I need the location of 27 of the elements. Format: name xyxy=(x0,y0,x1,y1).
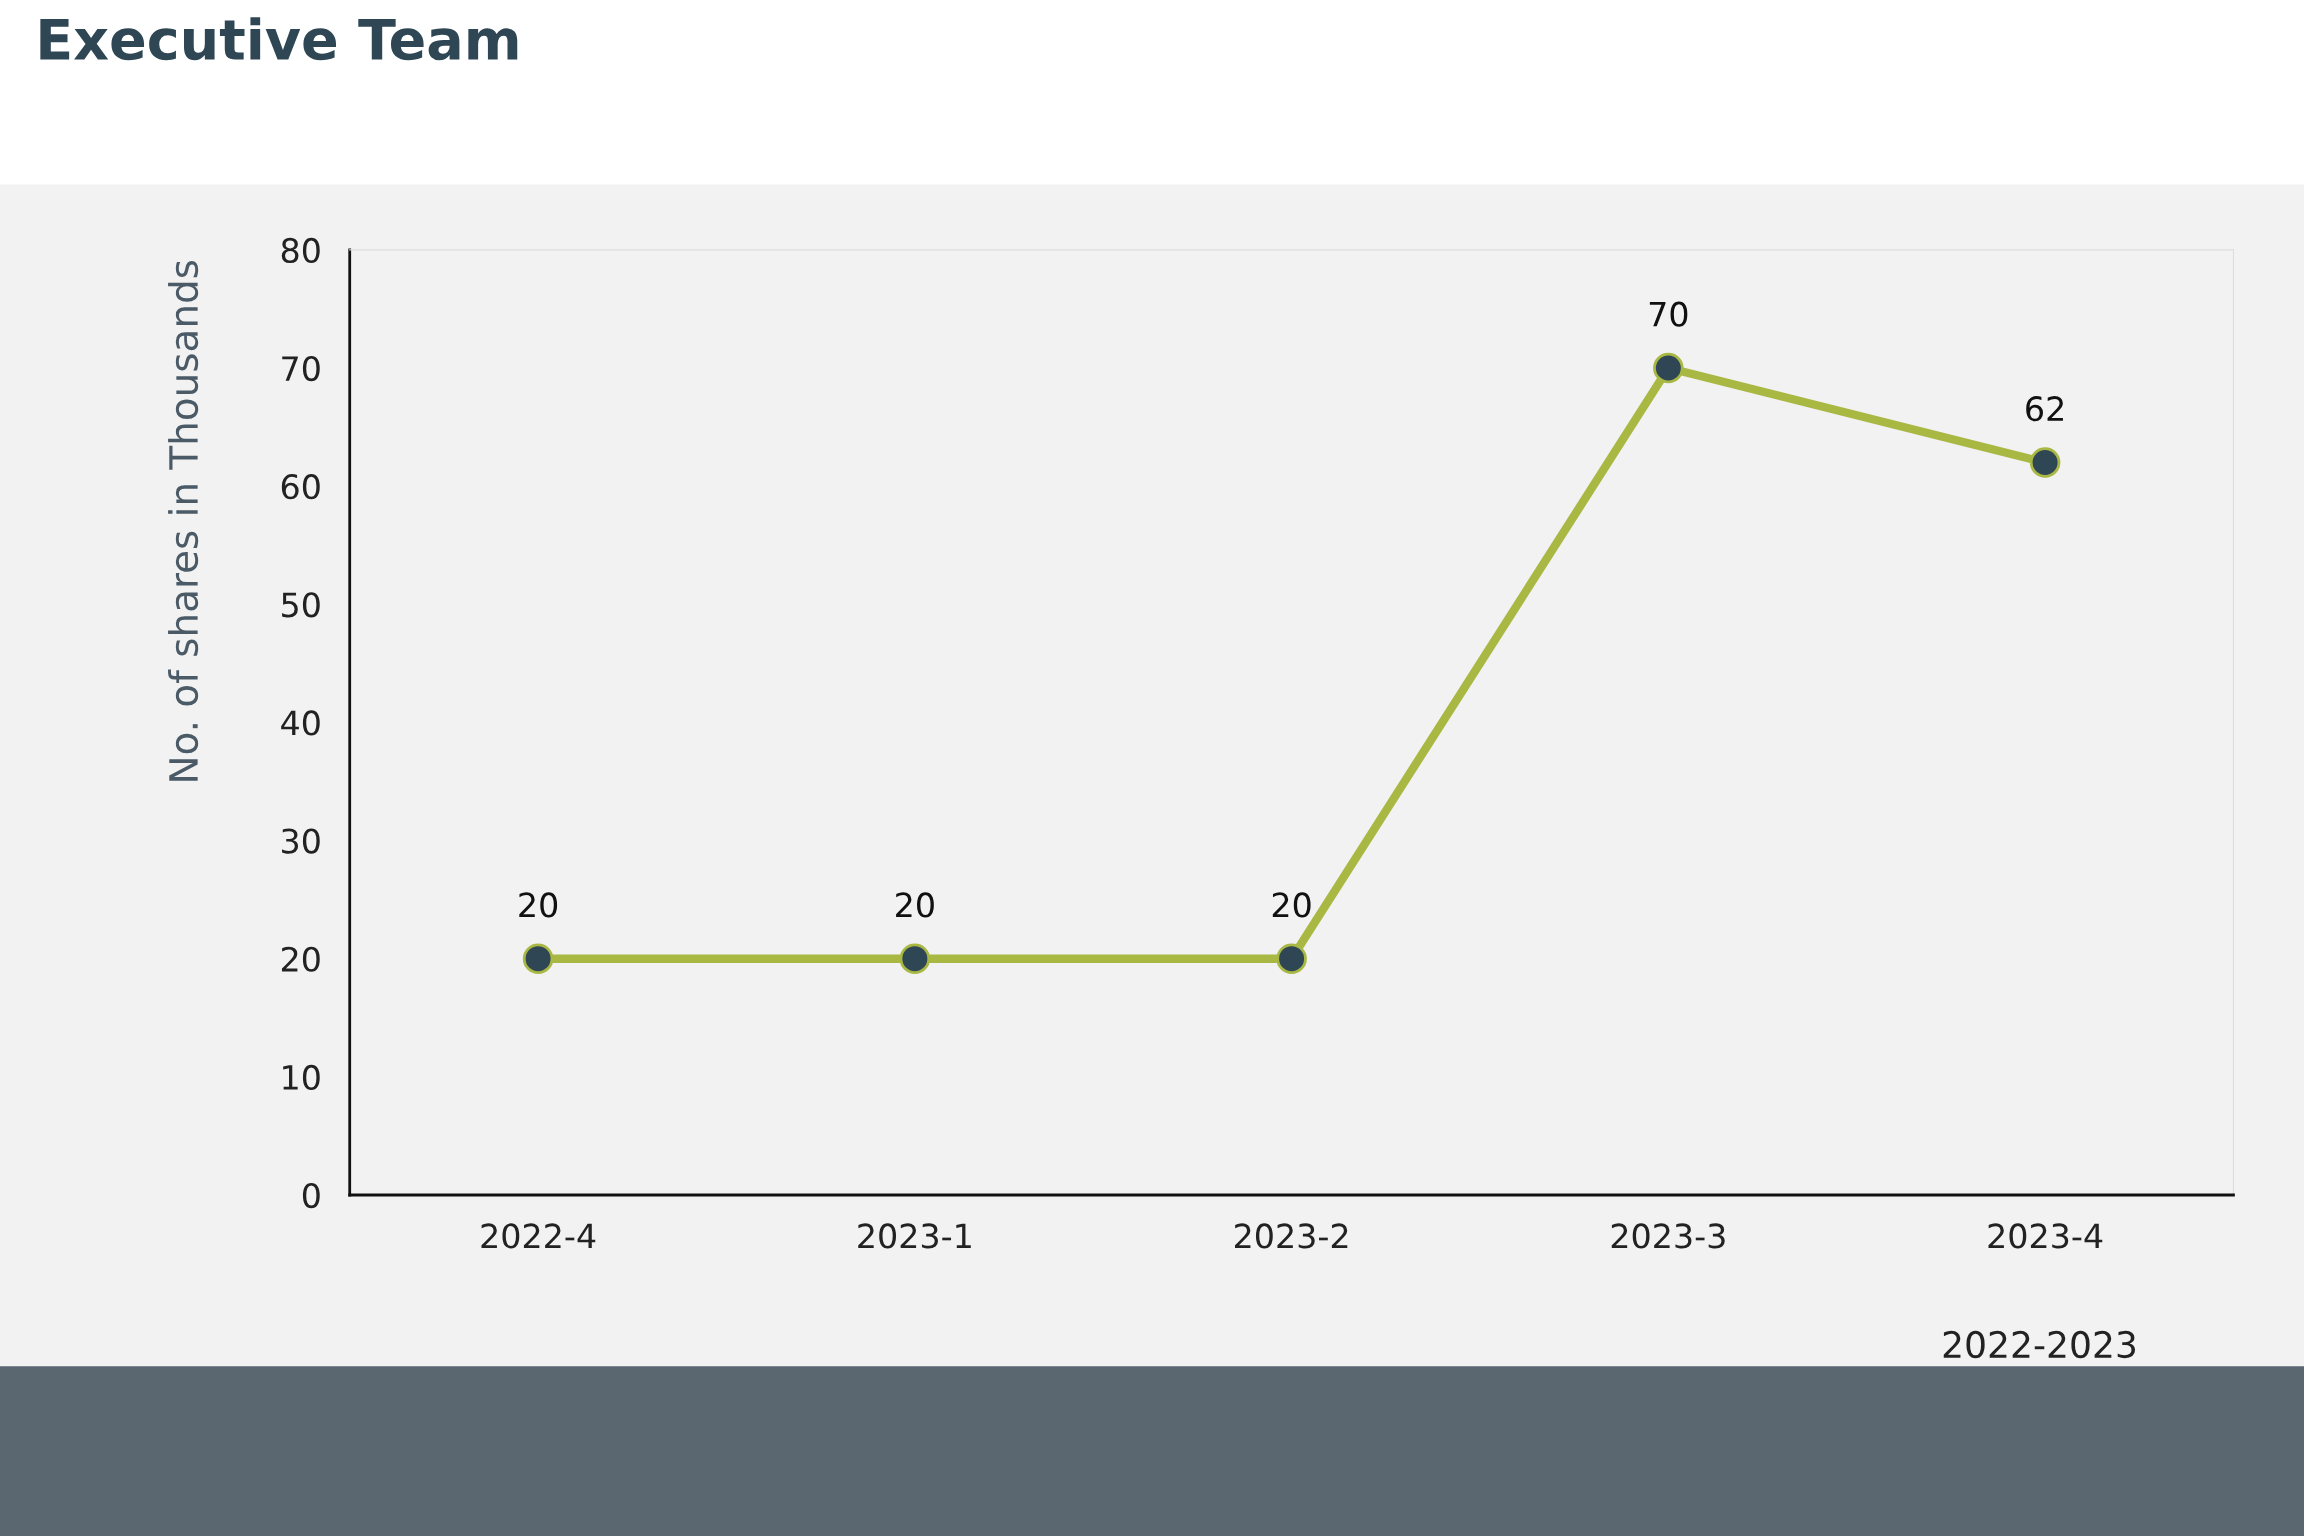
y-tick-label: 10 xyxy=(283,1064,320,1090)
y-tick-label: 50 xyxy=(282,592,320,618)
x-tick-label: 2023-4 xyxy=(1988,1223,2103,1249)
data-label: 62 xyxy=(2026,396,2063,422)
point xyxy=(522,943,554,974)
y-tick-label: 40 xyxy=(281,710,320,736)
x-axis-title: 2022-2023 xyxy=(1943,1330,2136,1359)
y-tick-label: 20 xyxy=(281,946,320,972)
x-tick-label: 2023-3 xyxy=(1611,1223,1725,1249)
point xyxy=(2029,447,2061,478)
data-label: 20 xyxy=(519,892,558,918)
y-tick-label: 60 xyxy=(281,474,320,500)
x-tick-label: 2023-2 xyxy=(1235,1223,1348,1249)
chart-title: Executive Team xyxy=(40,17,518,61)
y-tick-label: 70 xyxy=(282,355,320,382)
y-tick-label: 80 xyxy=(281,237,320,264)
y-tick-label: 0 xyxy=(302,1182,320,1209)
y-tick-label: 30 xyxy=(282,828,320,854)
data-label: 20 xyxy=(1272,892,1311,918)
x-tick-label: 2022-4 xyxy=(481,1223,596,1249)
point xyxy=(899,943,931,974)
y-axis-title: No. of shares in Thousands xyxy=(168,260,199,781)
data-label: 20 xyxy=(896,892,934,918)
data-label: 70 xyxy=(1649,301,1688,327)
point xyxy=(1276,943,1307,974)
point xyxy=(1653,352,1684,384)
x-tick-label: 2023-1 xyxy=(858,1223,971,1249)
